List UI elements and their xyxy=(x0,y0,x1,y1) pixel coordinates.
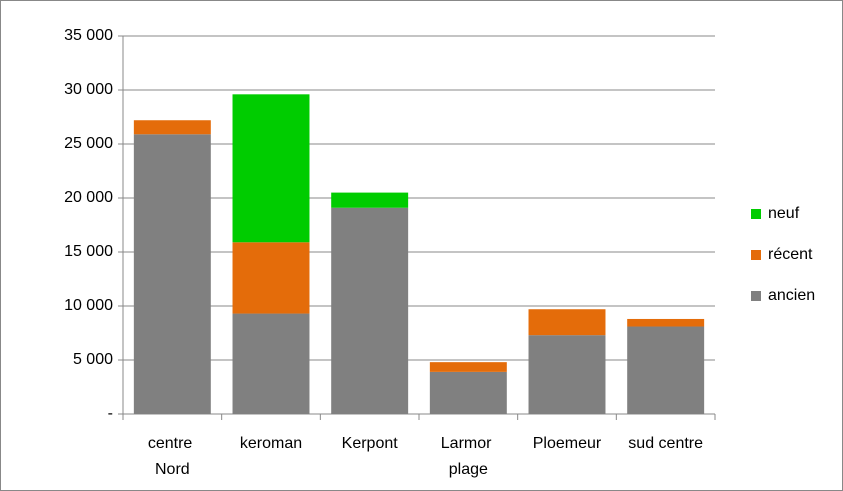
x-tick-label: Kerpont xyxy=(342,435,399,452)
x-tick-label: Ploemeur xyxy=(533,435,602,452)
x-tick-label: sud centre xyxy=(628,435,703,452)
x-tick-label: Larmor plage xyxy=(441,435,496,478)
bar-segment xyxy=(232,313,310,414)
y-tick-label: 25 000 xyxy=(64,135,113,152)
bar-segment xyxy=(528,335,606,414)
bar-segment xyxy=(133,134,211,414)
legend-label: neuf xyxy=(768,205,800,222)
bar-segment xyxy=(232,242,310,314)
y-tick-label: 30 000 xyxy=(64,81,113,98)
bar-segment xyxy=(627,326,705,414)
y-tick-label: 15 000 xyxy=(64,243,113,260)
legend-swatch xyxy=(751,209,761,219)
y-tick-label: 20 000 xyxy=(64,189,113,206)
bar-segment xyxy=(133,120,211,135)
x-tick-label: keroman xyxy=(240,435,302,452)
bar-segment xyxy=(331,207,409,414)
y-tick-label: 5 000 xyxy=(73,351,113,368)
y-tick-label: 10 000 xyxy=(64,297,113,314)
bar-segment xyxy=(627,318,705,327)
legend-swatch xyxy=(751,291,761,301)
bar-segment xyxy=(528,309,606,336)
bar-segment xyxy=(429,362,507,372)
bar-segment xyxy=(331,192,409,208)
y-tick-label: - xyxy=(108,405,113,422)
bar-segment xyxy=(232,94,310,243)
x-tick-label: centre Nord xyxy=(148,435,197,478)
legend-label: ancien xyxy=(768,287,815,304)
legend-swatch xyxy=(751,250,761,260)
legend-label: récent xyxy=(768,246,813,263)
bar-segment xyxy=(429,371,507,414)
y-tick-label: 35 000 xyxy=(64,27,113,44)
